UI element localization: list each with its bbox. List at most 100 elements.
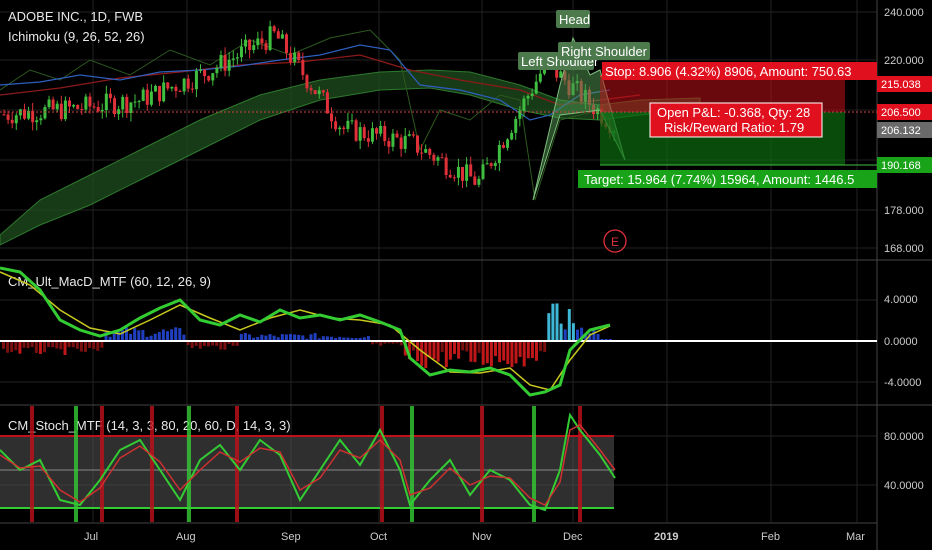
macd-histogram-bar [79,341,83,352]
macd-histogram-bar [489,341,493,367]
macd-histogram-bar [178,328,182,341]
candle-body [444,157,448,176]
macd-histogram-bar [592,328,596,341]
candle-body [334,121,338,130]
macd-histogram-bar [235,341,239,346]
candle-body [407,134,411,136]
macd-histogram-bar [6,341,10,353]
macd-histogram-bar [202,341,206,347]
macd-histogram-bar [342,337,346,341]
candle-body [27,110,31,119]
macd-histogram-bar [395,341,399,344]
last-price: 206.132 [881,125,921,137]
macd-histogram-bar [325,336,329,341]
macd-histogram-bar [571,323,575,341]
candle-body [305,75,309,89]
macd-histogram-bar [428,341,432,358]
macd-histogram-bar [309,334,313,341]
stoch-signal-bar [187,406,191,522]
candle-body [104,93,108,111]
macd-histogram-bar [207,341,210,347]
macd-histogram-bar [256,336,260,341]
time-tick: Sep [281,531,301,543]
candle-body [293,52,297,63]
candle-body [22,109,26,119]
time-axis[interactable]: Jul Aug Sep Oct Nov Dec 2019 Feb Mar [84,531,865,543]
candle-body [493,163,497,166]
time-tick: Mar [846,531,865,543]
macd-histogram-bar [383,341,387,344]
candle-body [76,104,80,110]
candle-body [219,55,223,68]
macd-histogram-bar [412,341,415,351]
macd-histogram-bar [51,341,55,348]
macd-histogram-bar [526,341,530,359]
candle-body [481,164,485,179]
macd-histogram-bar [510,341,514,368]
candle-body [420,152,424,154]
stop-label-box[interactable] [602,62,877,80]
candle-body [501,144,505,148]
candle-body [248,39,252,50]
macd-histogram-bar [22,341,26,348]
candle-body [461,166,465,181]
target-label-box[interactable] [578,170,877,188]
target-label: Target: 15.964 (7.74%) 15964, Amount: 14… [584,172,854,187]
price-axis[interactable]: 240.000 220.000 178.000 168.000 215.038 … [877,7,932,255]
macd-histogram-bar [465,341,469,352]
macd-histogram-bar [194,341,198,346]
macd-histogram-bar [129,333,133,341]
stoch-d-line [0,424,616,506]
pnl-box[interactable] [649,102,823,138]
macd-histogram-bar [268,334,272,341]
macd-histogram-bar [133,328,137,341]
candle-body [559,71,563,78]
macd-histogram-bar [43,341,46,353]
entry-price: 206.500 [881,107,921,119]
macd-histogram-bar [174,327,178,341]
earnings-marker[interactable] [603,229,627,253]
candle-body [141,89,145,101]
macd-histogram-bar [149,335,153,341]
macd-histogram-bar [375,341,379,344]
candle-body [170,86,174,89]
stoch-signal-bar [410,406,414,522]
macd-histogram-bar [243,333,247,341]
candle-body [395,133,399,138]
candle-body [555,63,559,78]
macd-axis[interactable]: 4.0000 0.0000 -4.0000 [884,294,921,389]
candle-body [276,31,280,39]
macd-histogram-bar [563,329,567,341]
stoch-k-line [0,412,616,512]
macd-histogram-bar [161,329,165,341]
macd-histogram-bar [416,341,420,362]
macd-histogram-bar [485,341,489,364]
candle-body [203,69,207,77]
macd-histogram-bar [137,330,141,341]
macd-histogram-bar [559,323,563,341]
macd-histogram-bar [215,341,219,346]
stoch-axis[interactable]: 80.0000 40.0000 [884,431,924,492]
macd-histogram-bar [506,341,510,365]
stoch-signal-bar [480,406,484,522]
macd-histogram-bar [182,334,186,341]
macd-histogram-bar [100,341,104,348]
candle-body [362,127,366,139]
candle-body [256,38,260,46]
candle-body [289,53,293,63]
candle-body [346,120,350,129]
macd-histogram-bar [543,341,547,352]
stoch-signal-bar [74,406,78,522]
macd-histogram-bar [190,341,194,349]
macd-histogram-bar [366,336,370,341]
macd-histogram-bar [14,341,18,351]
candle-body [330,113,334,122]
macd-histogram-bar [301,335,305,341]
macd-histogram-bar [350,338,354,341]
stoch-label: CM_Stoch_MTF (14, 3, 3, 80, 20, 60, D, 1… [8,418,291,433]
macd-histogram-bar [96,341,100,351]
candle-body [149,91,153,105]
risk-reward-label: Risk/Reward Ratio: 1.79 [664,120,804,135]
candle-body [80,109,84,111]
